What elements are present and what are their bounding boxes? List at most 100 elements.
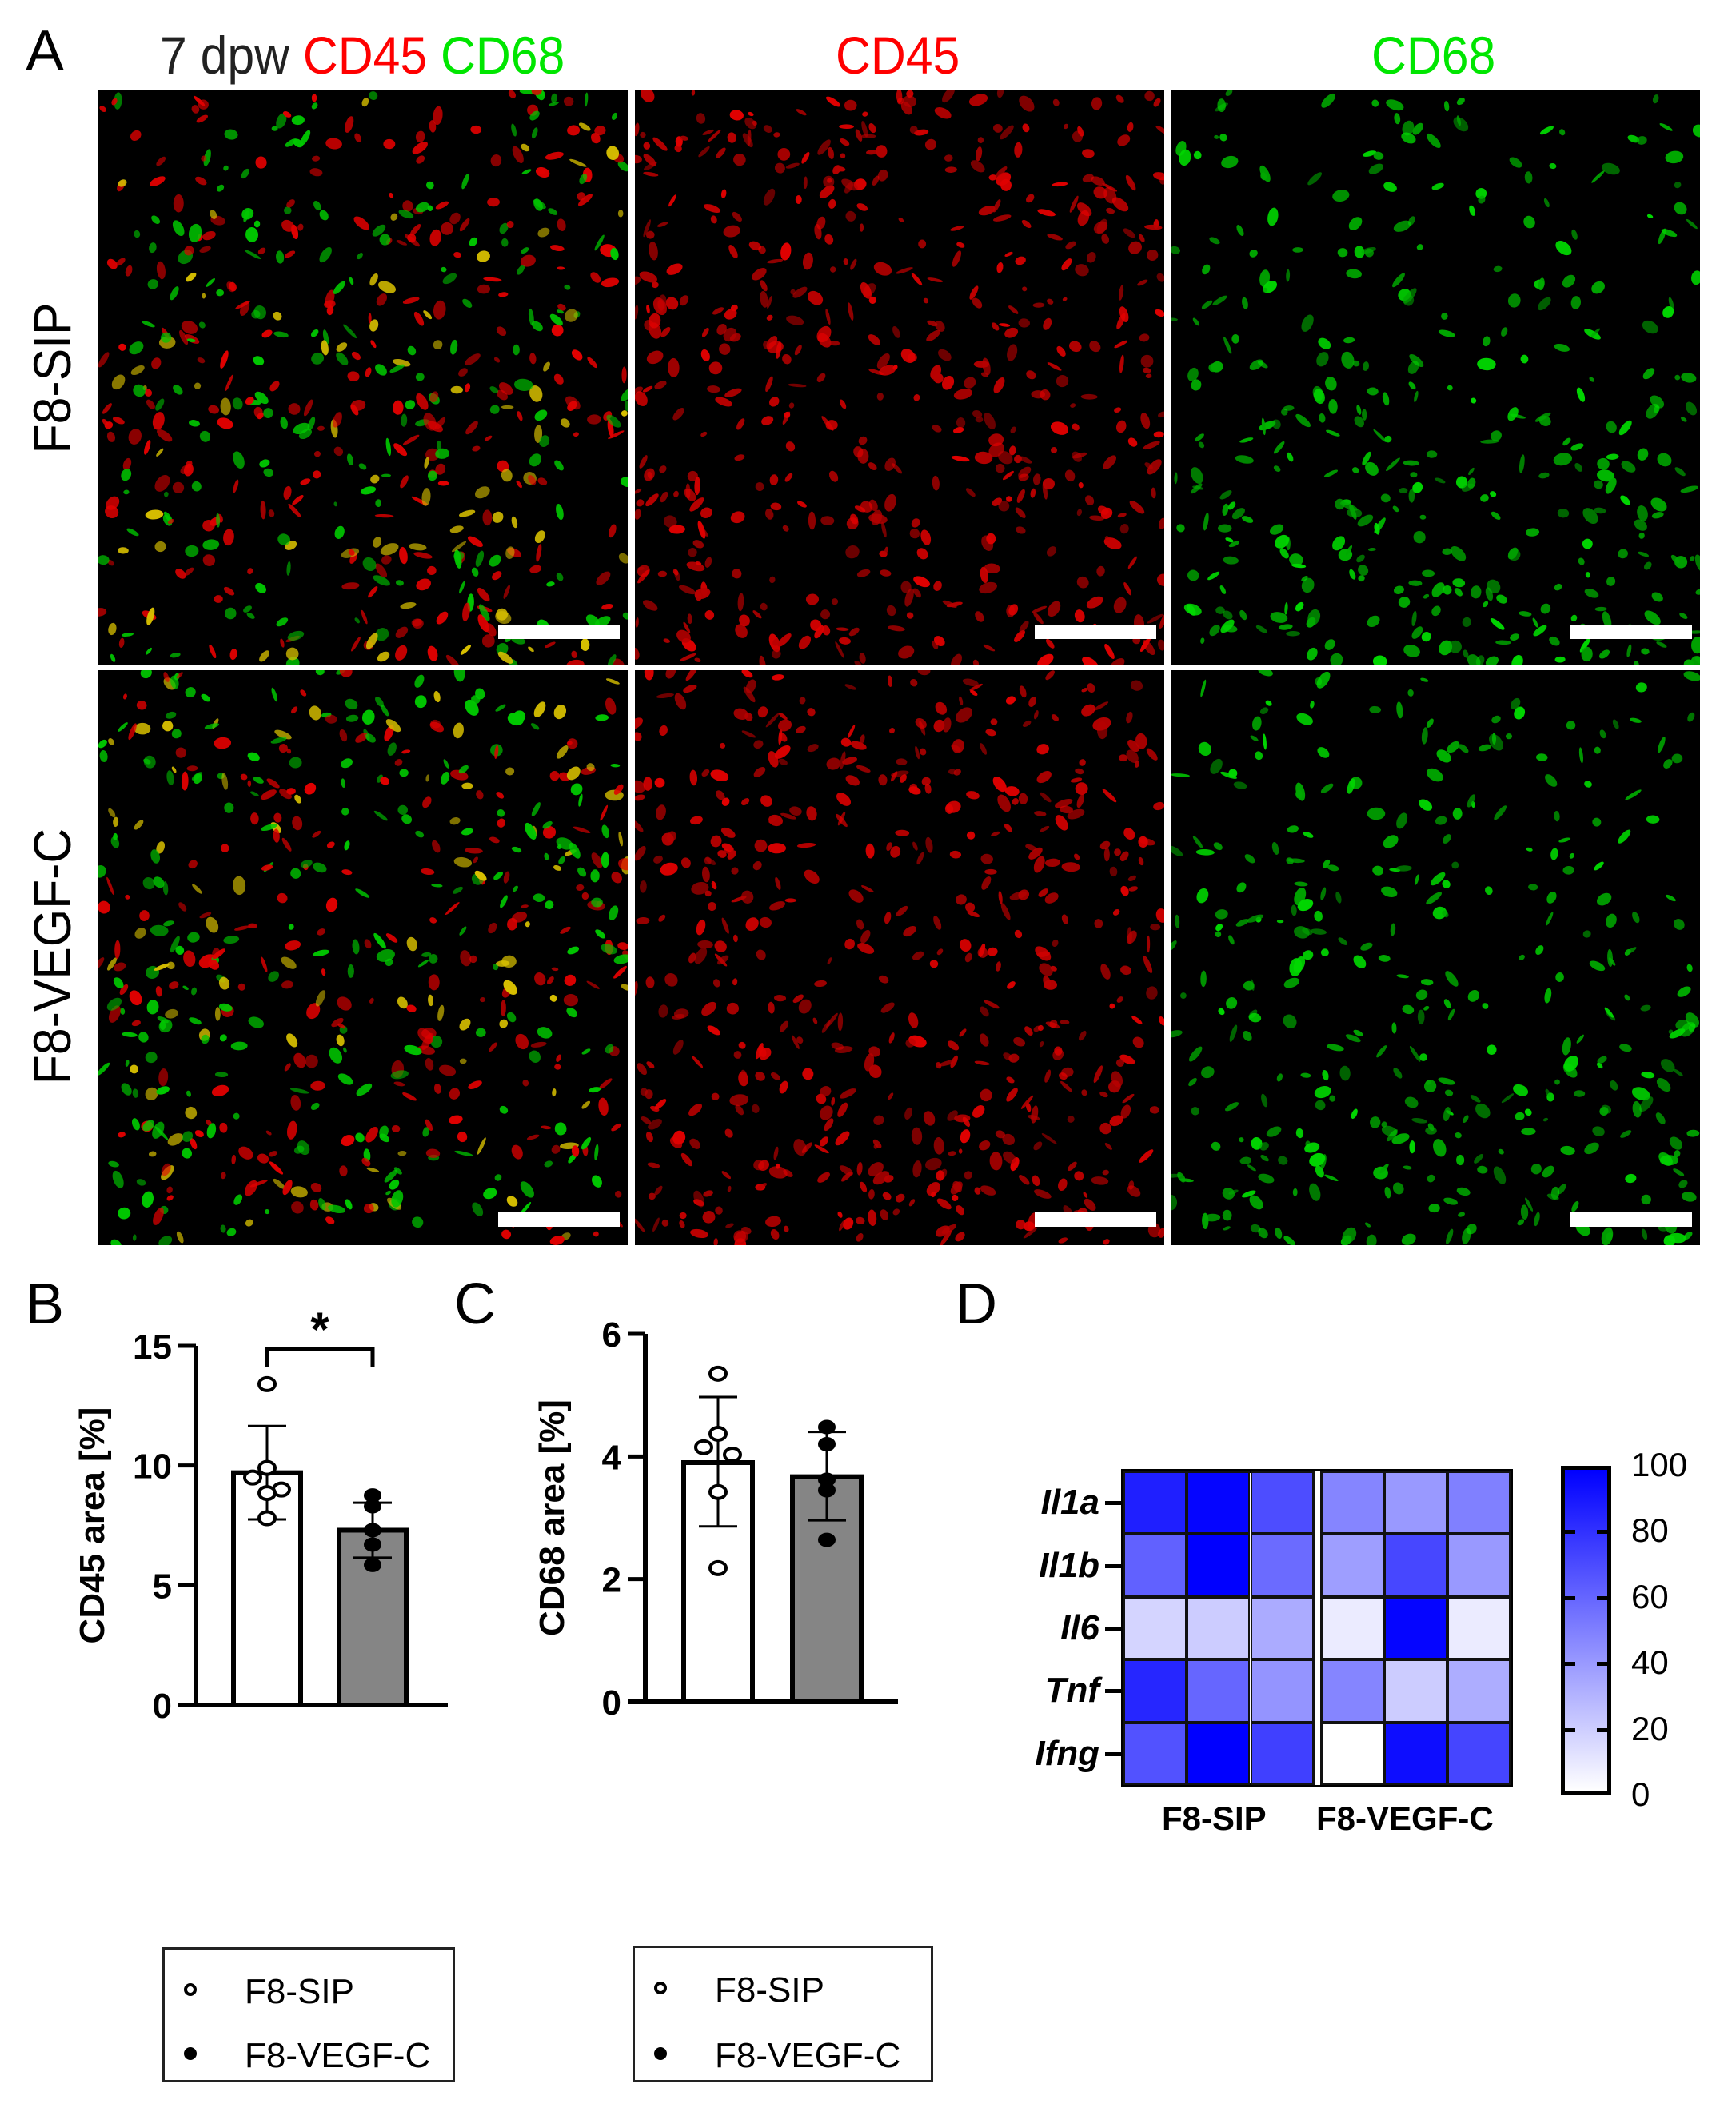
heatmap-cell <box>1384 1659 1448 1723</box>
filled-circle-icon <box>654 2047 667 2060</box>
svg-text:10: 10 <box>133 1447 172 1487</box>
heatmap-cell <box>1251 1722 1315 1785</box>
svg-text:0: 0 <box>153 1687 172 1726</box>
micrograph-cd68-vegfc <box>1171 670 1700 1245</box>
legend-item: F8-VEGF-C <box>635 2031 931 2079</box>
colorbar <box>1561 1466 1611 1795</box>
colorbar-tick-label: 40 <box>1631 1643 1669 1682</box>
colorbar-tick-label: 20 <box>1631 1709 1669 1747</box>
heatmap-cell <box>1123 1659 1187 1723</box>
heatmap-group-separator <box>1314 1471 1322 1785</box>
merge-cells-sip <box>98 90 628 665</box>
heatmap-cell <box>1123 1534 1187 1597</box>
legend-item: F8-VEGF-C <box>165 2031 453 2079</box>
legend-item: F8-SIP <box>635 1966 931 2014</box>
colorbar-tick-mark <box>1565 1662 1575 1667</box>
scale-bar <box>498 1212 620 1227</box>
heatmap-cell <box>1384 1722 1448 1785</box>
svg-text:CD68 area [%]: CD68 area [%] <box>533 1399 572 1636</box>
heatmap-cell <box>1384 1596 1448 1660</box>
open-circle-icon <box>184 1983 197 1996</box>
colorbar-tick-label: 80 <box>1631 1511 1669 1550</box>
colorbar-tick-mark <box>1597 1662 1607 1667</box>
colorbar-tick-mark <box>1565 1727 1575 1732</box>
col1-title: 7 dpw CD45 CD68 <box>160 29 565 82</box>
heatmap-cell <box>1123 1722 1187 1785</box>
micrograph-cd68-sip <box>1171 90 1700 665</box>
heatmap-cell <box>1447 1659 1511 1723</box>
title-dpw: 7 dpw <box>160 26 290 85</box>
title-cd68: CD68 <box>441 26 565 85</box>
legend-label: F8-SIP <box>245 1972 354 2011</box>
heatmap-cell <box>1251 1534 1315 1597</box>
scale-bar <box>498 625 620 639</box>
title-cd45: CD45 <box>302 26 428 85</box>
heatmap-row-tick <box>1105 1563 1121 1568</box>
svg-text:CD45 area [%]: CD45 area [%] <box>73 1407 112 1644</box>
legend-label: F8-VEGF-C <box>245 2036 431 2075</box>
heatmap-cell <box>1447 1722 1511 1785</box>
scale-bar <box>1035 1212 1156 1227</box>
open-circle-icon <box>654 1982 667 1994</box>
legend-c: F8-SIP F8-VEGF-C <box>633 1946 933 2082</box>
colorbar-tick-label: 100 <box>1631 1446 1688 1483</box>
heatmap-cell <box>1123 1471 1187 1535</box>
heatmap-cell <box>1447 1596 1511 1660</box>
heatmap-row-tick <box>1105 1501 1121 1506</box>
heatmap-cell <box>1251 1659 1315 1723</box>
svg-text:5: 5 <box>153 1567 172 1606</box>
heatmap-cell <box>1322 1596 1386 1660</box>
colorbar-tick-mark <box>1565 1595 1575 1600</box>
heatmap-cell <box>1187 1471 1251 1535</box>
micrograph-cd45-vegfc <box>635 670 1164 1245</box>
heatmap-group-label-vegfc: F8-VEGF-C <box>1316 1799 1494 1837</box>
svg-text:0: 0 <box>602 1683 621 1723</box>
heatmap-row-tick <box>1105 1689 1121 1694</box>
heatmap-cell <box>1187 1659 1251 1723</box>
col2-title: CD45 <box>836 26 960 85</box>
colorbar-tick-mark <box>1597 1595 1607 1600</box>
heatmap-cell <box>1123 1596 1187 1660</box>
colorbar-tick-mark <box>1565 1530 1575 1535</box>
heatmap-row-label: Il1a <box>1040 1483 1099 1523</box>
heatmap-cell <box>1187 1722 1251 1785</box>
scale-bar <box>1570 1212 1692 1227</box>
heatmap-cell <box>1447 1471 1511 1535</box>
panel-d-letter: D <box>956 1272 997 1336</box>
heatmap-cell <box>1251 1471 1315 1535</box>
legend-label: F8-VEGF-C <box>715 2036 901 2075</box>
chart-c-cd68-area: 0 2 4 6 CD68 area [%] <box>533 1316 898 1723</box>
svg-text:2: 2 <box>602 1561 621 1600</box>
panel-b-letter: B <box>26 1272 65 1336</box>
heatmap-cell <box>1322 1659 1386 1723</box>
micrograph-merge-sip <box>98 90 628 665</box>
micrograph-merge-vegfc <box>98 670 628 1245</box>
legend-b: F8-SIP F8-VEGF-C <box>162 1947 455 2082</box>
scale-bar <box>1035 625 1156 639</box>
heatmap-cell <box>1187 1596 1251 1660</box>
legend-item: F8-SIP <box>165 1967 453 2015</box>
svg-text:4: 4 <box>602 1438 622 1477</box>
heatmap-cell <box>1251 1596 1315 1660</box>
colorbar-tick-mark <box>1597 1727 1607 1732</box>
heatmap-row-label: Il1b <box>1039 1545 1099 1585</box>
heatmap-cell <box>1322 1471 1386 1535</box>
scale-bar <box>1570 625 1692 639</box>
micrograph-cd45-sip <box>635 90 1164 665</box>
col3-title: CD68 <box>1371 26 1496 85</box>
colorbar-tick-label: 0 <box>1631 1775 1650 1813</box>
svg-text:*: * <box>310 1303 329 1356</box>
panel-a-letter: A <box>26 19 65 83</box>
heatmap-cell <box>1322 1722 1386 1785</box>
heatmap-row-tick <box>1105 1627 1121 1631</box>
heatmap-cell <box>1322 1534 1386 1597</box>
colorbar-tick-label: 60 <box>1631 1577 1669 1615</box>
filled-circle-icon <box>184 2047 197 2060</box>
svg-text:6: 6 <box>602 1316 621 1355</box>
heatmap-row-label: Ifng <box>1035 1733 1099 1773</box>
heatmap-cell <box>1384 1471 1448 1535</box>
svg-text:15: 15 <box>133 1327 172 1367</box>
chart-b-cd45-area: 0 5 10 15 CD45 area [%] * <box>73 1303 448 1726</box>
heatmap-cell <box>1447 1534 1511 1597</box>
heatmap-row-label: Il6 <box>1060 1608 1099 1647</box>
